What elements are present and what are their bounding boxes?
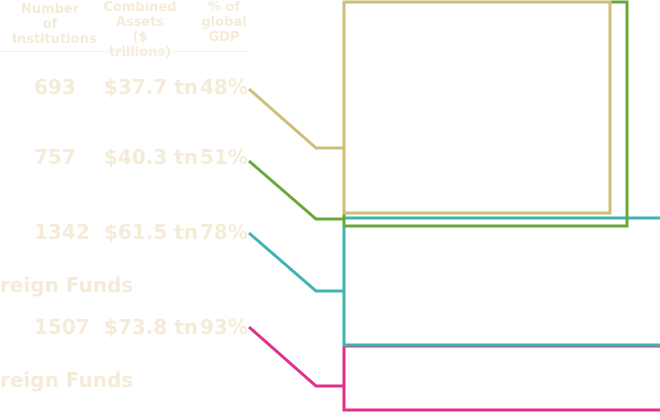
- category-label-2: reign Funds: [0, 368, 134, 392]
- header-assets-line-1: Combined: [103, 0, 177, 15]
- row-4-institutions: 1507: [34, 315, 90, 339]
- connector-line-row-1: [248, 87, 344, 150]
- box-row-2: [342, 0, 629, 228]
- row-4-assets: $73.8 tn: [104, 315, 199, 339]
- category-label-1: reign Funds: [0, 273, 134, 297]
- box-row-3: [342, 216, 660, 347]
- row-2-pct-gdp: 51%: [200, 145, 248, 169]
- row-4-pct-gdp: 93%: [200, 315, 248, 339]
- header-divider: [0, 51, 250, 52]
- box-row-4: [342, 344, 660, 412]
- header-assets: Combined Assets ($ trillions): [100, 0, 180, 60]
- header-institutions-line-2: Institutions: [12, 32, 97, 47]
- row-1-pct-gdp: 48%: [200, 75, 248, 99]
- row-2-assets: $40.3 tn: [104, 145, 199, 169]
- row-3-pct-gdp: 78%: [200, 220, 248, 244]
- header-institutions-line-1: Number of: [20, 2, 80, 32]
- header-gdp: % of global GDP: [196, 0, 252, 45]
- box-row-1: [342, 0, 612, 215]
- row-1-assets: $37.7 tn: [104, 75, 199, 99]
- header-assets-line-2: Assets: [115, 15, 165, 30]
- header-gdp-line-3: GDP: [208, 30, 240, 45]
- row-2-institutions: 757: [34, 145, 76, 169]
- header-gdp-line-2: global: [201, 15, 247, 30]
- connector-line-row-2: [248, 159, 344, 221]
- connector-line-row-4: [248, 325, 344, 388]
- header-gdp-line-1: % of: [207, 0, 241, 15]
- row-3-assets: $61.5 tn: [104, 220, 199, 244]
- header-institutions: Number of Institutions: [12, 2, 97, 47]
- connector-line-row-3: [248, 231, 344, 293]
- row-1-institutions: 693: [34, 75, 76, 99]
- row-3-institutions: 1342: [34, 220, 90, 244]
- header-assets-line-3: ($ trillions): [108, 30, 172, 60]
